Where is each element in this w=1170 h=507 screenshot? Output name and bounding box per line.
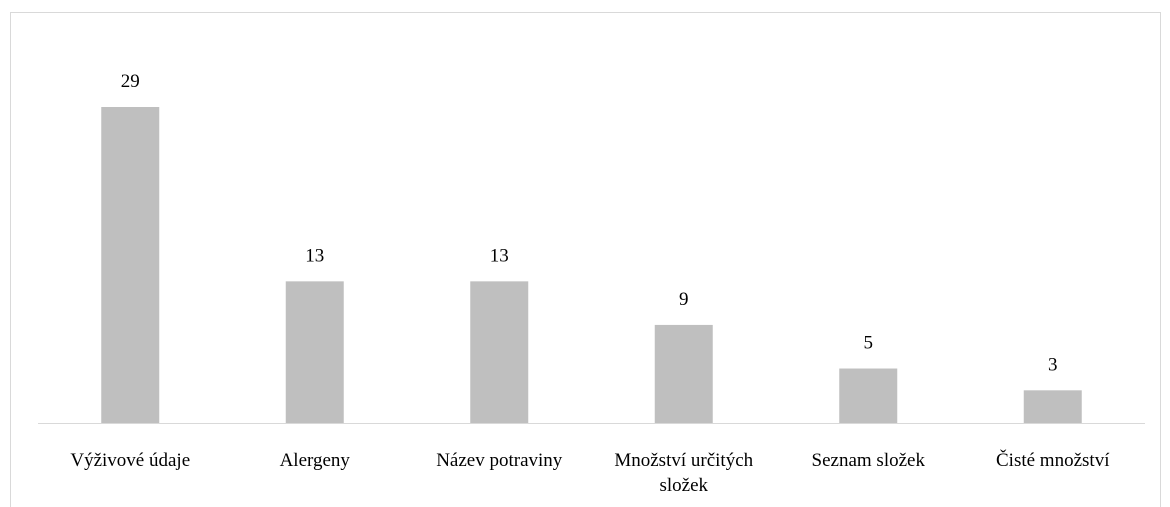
x-tick-label: Alergeny <box>279 450 350 471</box>
bar <box>470 281 529 423</box>
x-tick-label: Čisté množství <box>996 450 1110 471</box>
data-label: 29 <box>121 71 140 92</box>
bar <box>285 281 344 423</box>
data-label: 5 <box>864 333 874 354</box>
x-tick-label: Název potraviny <box>436 450 563 471</box>
chart-frame <box>10 12 1161 507</box>
bar <box>1023 390 1082 423</box>
x-tick-label: Seznam složek <box>811 450 925 471</box>
bar <box>654 324 713 423</box>
data-label: 3 <box>1048 354 1058 375</box>
x-tick-label: Výživové údaje <box>70 450 191 471</box>
bar <box>101 107 160 423</box>
data-label: 13 <box>490 245 509 266</box>
x-tick-label: Množství určitých složek <box>614 450 754 496</box>
bar <box>839 368 898 423</box>
data-label: 9 <box>679 289 689 310</box>
data-label: 13 <box>305 245 324 266</box>
